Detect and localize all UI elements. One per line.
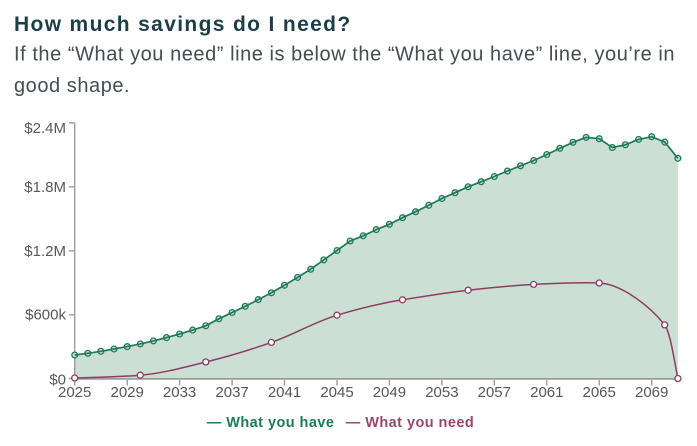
svg-text:2049: 2049 — [373, 384, 406, 401]
svg-text:2025: 2025 — [58, 384, 91, 401]
svg-text:$1.8M: $1.8M — [24, 179, 66, 196]
svg-text:2061: 2061 — [530, 384, 563, 401]
svg-text:2045: 2045 — [320, 384, 353, 401]
svg-text:$600k: $600k — [25, 307, 66, 324]
svg-text:— What you need: — What you need — [346, 415, 474, 431]
svg-text:How much savings do I need?: How much savings do I need? — [14, 13, 352, 36]
svg-text:2029: 2029 — [111, 384, 144, 401]
svg-text:— What you have: — What you have — [207, 415, 335, 431]
svg-text:2053: 2053 — [425, 384, 458, 401]
svg-text:If the “What you need” line is: If the “What you need” line is below the… — [14, 43, 675, 65]
svg-text:$2.4M: $2.4M — [24, 120, 66, 137]
svg-text:$0: $0 — [49, 372, 66, 389]
svg-text:2041: 2041 — [268, 384, 301, 401]
svg-text:2037: 2037 — [215, 384, 248, 401]
svg-text:2065: 2065 — [583, 384, 616, 401]
svg-text:$1.2M: $1.2M — [24, 243, 66, 260]
svg-text:2033: 2033 — [163, 384, 196, 401]
svg-text:2069: 2069 — [635, 384, 668, 401]
svg-text:2057: 2057 — [478, 384, 511, 401]
svg-text:good shape.: good shape. — [14, 75, 130, 97]
